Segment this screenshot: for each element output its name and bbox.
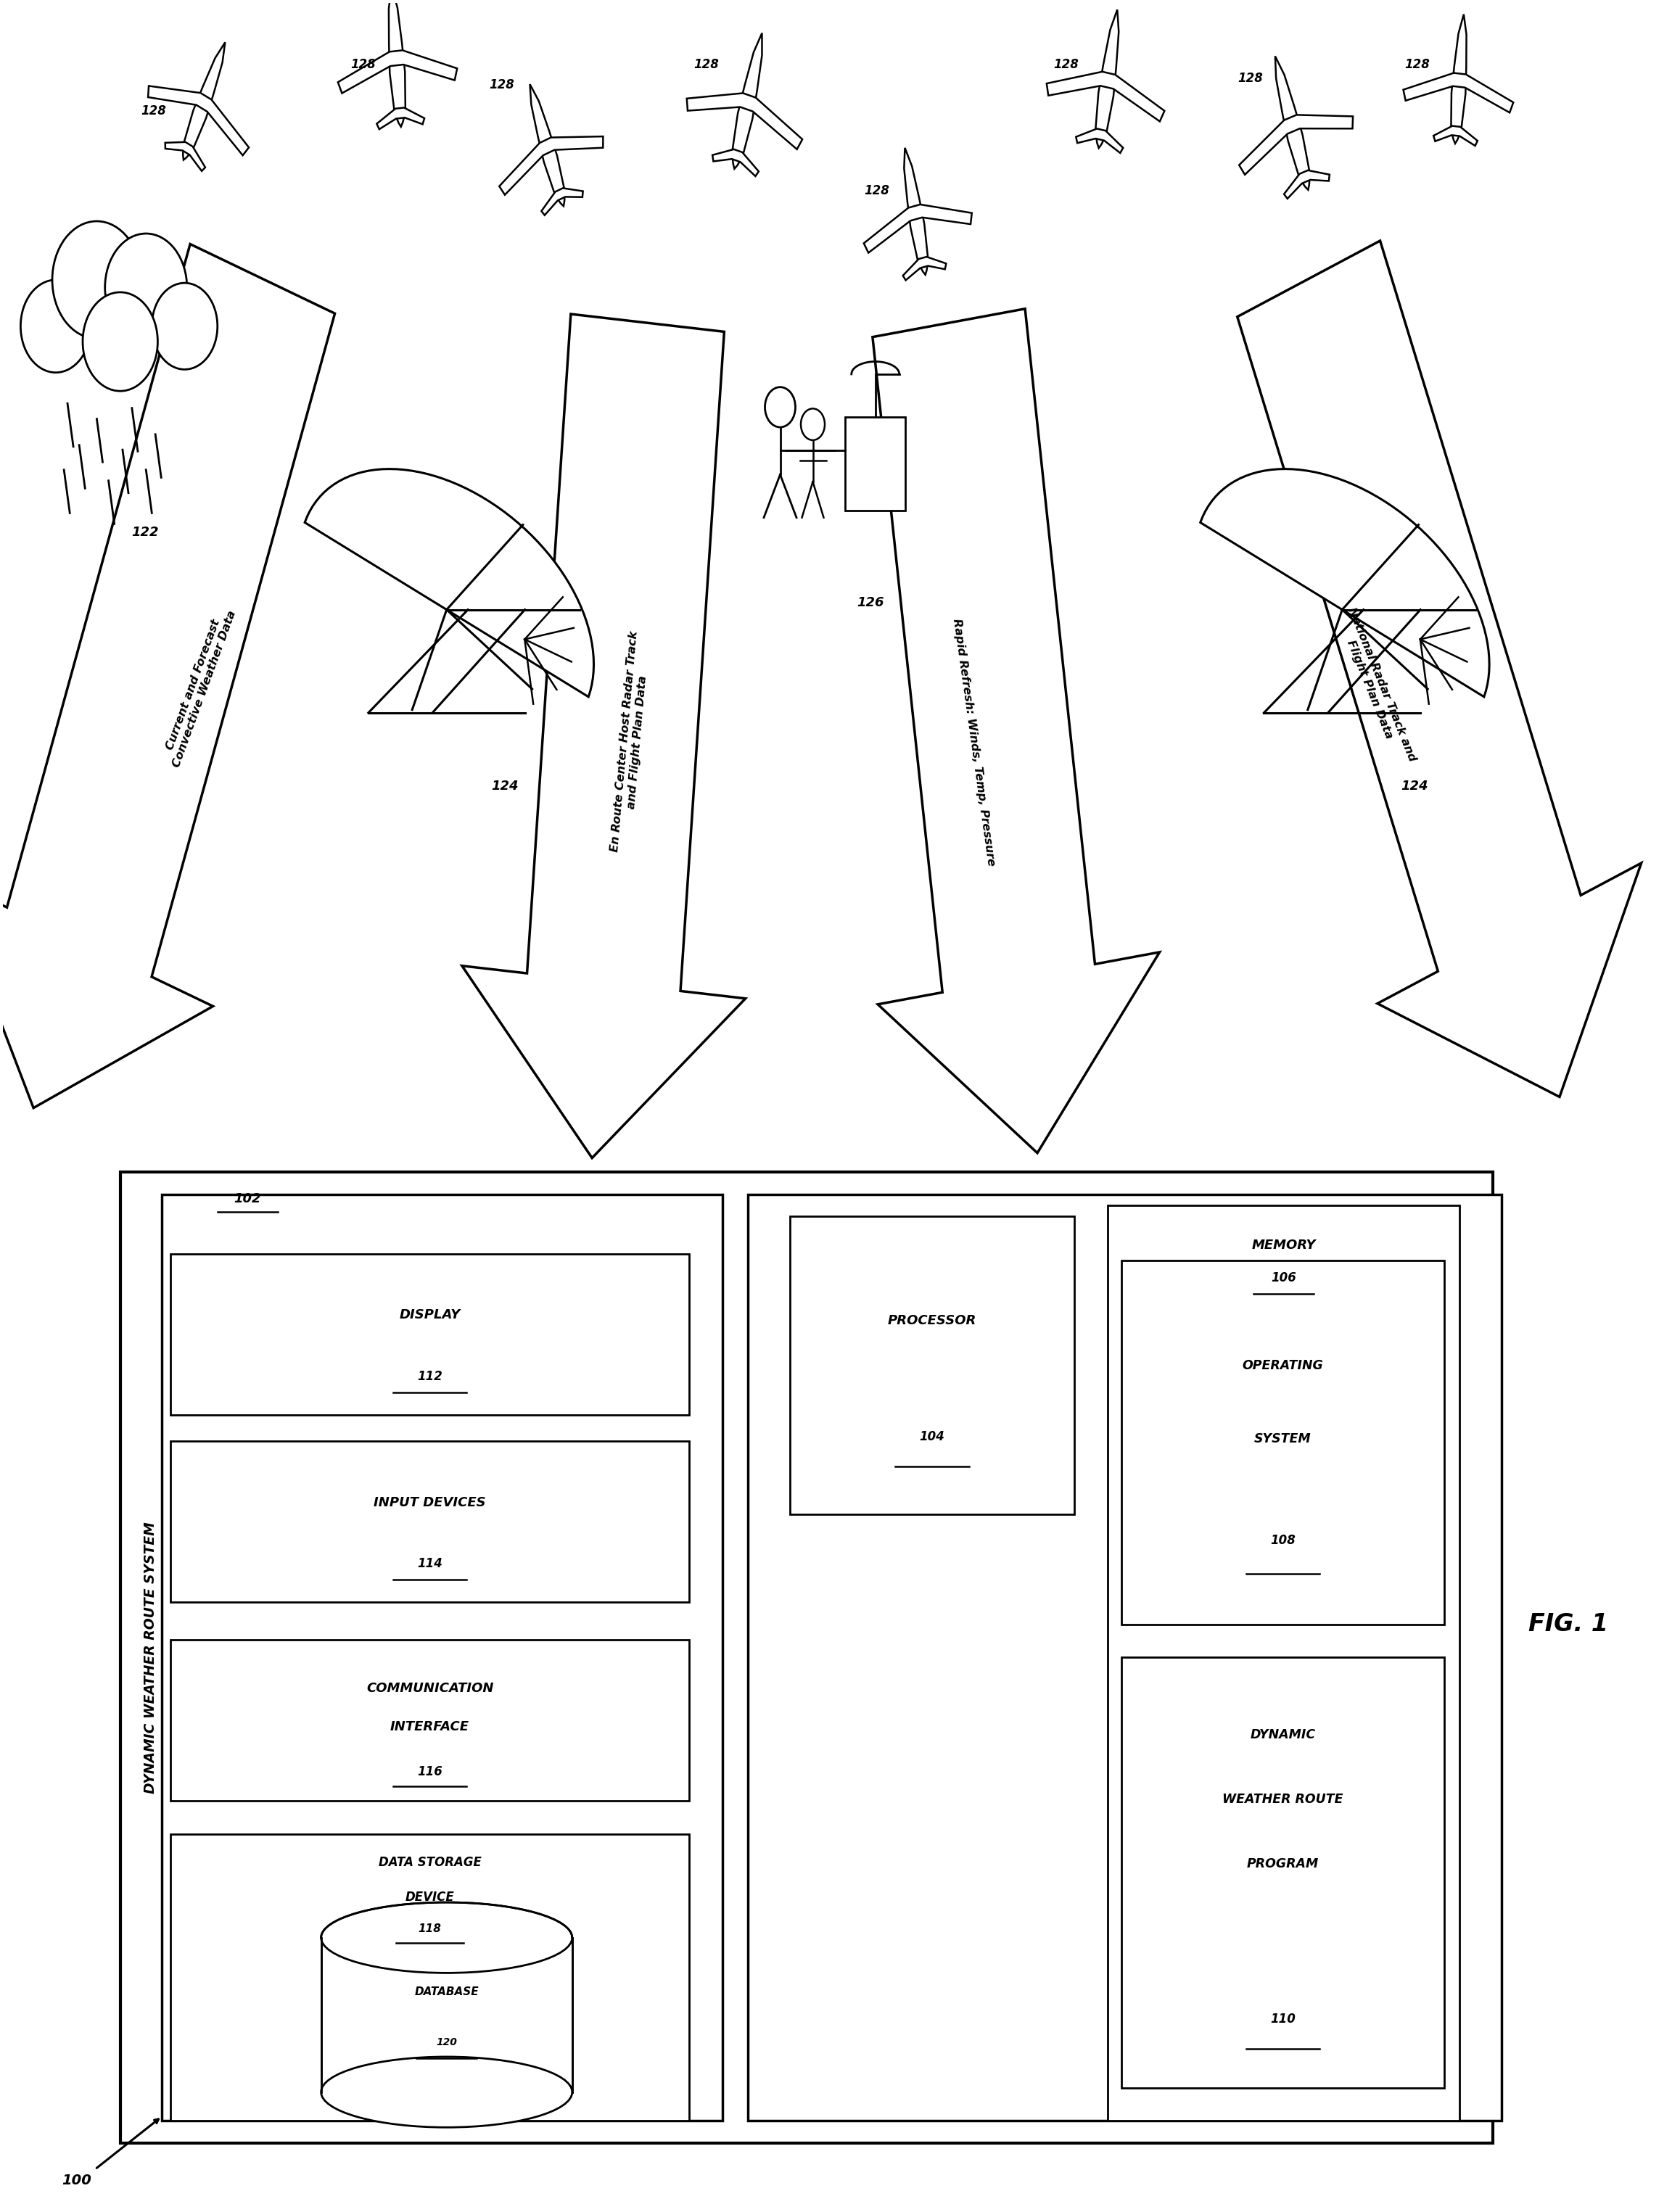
Polygon shape — [148, 86, 249, 155]
Polygon shape — [687, 93, 803, 148]
Bar — [748, 1194, 1502, 2121]
Text: DYNAMIC WEATHER ROUTE SYSTEM: DYNAMIC WEATHER ROUTE SYSTEM — [143, 1522, 158, 1794]
Bar — [170, 1834, 689, 2121]
Text: 128: 128 — [1238, 71, 1263, 84]
Polygon shape — [1433, 126, 1477, 146]
Bar — [1121, 1657, 1445, 2088]
Text: 110: 110 — [1270, 2013, 1295, 2026]
Polygon shape — [388, 0, 405, 126]
Text: 124: 124 — [492, 779, 519, 792]
Text: DATABASE: DATABASE — [415, 1986, 479, 1997]
Bar — [1121, 1261, 1445, 1624]
Polygon shape — [1200, 469, 1490, 697]
Polygon shape — [165, 142, 205, 170]
Text: 128: 128 — [349, 58, 376, 71]
Text: Current and Forecast
Convective Weather Data: Current and Forecast Convective Weather … — [160, 604, 239, 770]
Polygon shape — [304, 469, 593, 697]
Text: 124: 124 — [1401, 779, 1428, 792]
Polygon shape — [864, 204, 971, 252]
Text: PROGRAM: PROGRAM — [1247, 1858, 1319, 1871]
Text: 126: 126 — [857, 597, 884, 611]
Polygon shape — [529, 84, 564, 206]
Polygon shape — [1095, 9, 1119, 148]
Text: En Route Center Host Radar Track
and Flight Plan Data: En Route Center Host Radar Track and Fli… — [610, 630, 652, 854]
Bar — [161, 1194, 722, 2121]
Circle shape — [764, 387, 795, 427]
Polygon shape — [904, 148, 927, 274]
Text: 118: 118 — [418, 1922, 442, 1933]
Text: 128: 128 — [694, 58, 719, 71]
Polygon shape — [1284, 170, 1329, 199]
Text: 114: 114 — [417, 1557, 442, 1571]
Text: INPUT DEVICES: INPUT DEVICES — [373, 1495, 486, 1509]
Bar — [321, 1938, 573, 2093]
Text: FIG. 1: FIG. 1 — [1529, 1613, 1608, 1637]
Bar — [121, 1172, 1494, 2143]
Text: 128: 128 — [141, 104, 166, 117]
Polygon shape — [1452, 13, 1467, 144]
Bar — [170, 1254, 689, 1416]
Polygon shape — [376, 108, 425, 128]
Circle shape — [20, 281, 91, 372]
Text: MEMORY: MEMORY — [1252, 1239, 1315, 1252]
Ellipse shape — [321, 1902, 573, 1973]
Polygon shape — [1075, 128, 1124, 153]
Text: 112: 112 — [417, 1369, 442, 1382]
Circle shape — [82, 292, 158, 392]
Circle shape — [151, 283, 217, 369]
Polygon shape — [1240, 115, 1352, 175]
Text: DYNAMIC: DYNAMIC — [1250, 1728, 1315, 1741]
Polygon shape — [1403, 73, 1514, 113]
Text: 128: 128 — [864, 184, 889, 197]
Text: OPERATING: OPERATING — [1242, 1360, 1324, 1371]
Bar — [845, 418, 906, 511]
Text: WEATHER ROUTE: WEATHER ROUTE — [1223, 1794, 1342, 1805]
Text: 122: 122 — [131, 526, 160, 540]
Polygon shape — [712, 148, 759, 177]
Polygon shape — [0, 243, 334, 1108]
Circle shape — [52, 221, 141, 338]
Polygon shape — [499, 137, 603, 195]
Bar — [170, 1639, 689, 1801]
Bar — [790, 1217, 1074, 1513]
Bar — [321, 1938, 573, 2093]
Text: COMMUNICATION: COMMUNICATION — [366, 1681, 494, 1694]
Polygon shape — [462, 314, 746, 1157]
Text: 128: 128 — [1053, 58, 1079, 71]
Text: 102: 102 — [234, 1192, 260, 1206]
Text: 100: 100 — [62, 2174, 91, 2188]
Text: National Radar Track and
Flight Plan Data: National Radar Track and Flight Plan Dat… — [1334, 606, 1418, 768]
Polygon shape — [732, 33, 763, 168]
Text: 116: 116 — [417, 1765, 442, 1778]
Text: DISPLAY: DISPLAY — [400, 1310, 460, 1321]
Polygon shape — [1236, 241, 1641, 1097]
Polygon shape — [1047, 71, 1164, 122]
Text: DEVICE: DEVICE — [405, 1891, 455, 1905]
Polygon shape — [338, 51, 457, 93]
Text: 108: 108 — [1270, 1535, 1295, 1546]
Text: INTERFACE: INTERFACE — [390, 1721, 469, 1734]
Text: 128: 128 — [1404, 58, 1430, 71]
Polygon shape — [183, 42, 225, 159]
Text: DATA STORAGE: DATA STORAGE — [378, 1856, 482, 1869]
Bar — [1107, 1206, 1460, 2121]
Ellipse shape — [321, 2057, 573, 2128]
Text: Rapid Refresh: Winds, Temp, Pressure: Rapid Refresh: Winds, Temp, Pressure — [951, 617, 996, 867]
Polygon shape — [1275, 55, 1310, 190]
Polygon shape — [902, 257, 946, 281]
Text: 128: 128 — [489, 77, 514, 91]
Circle shape — [801, 409, 825, 440]
Text: 120: 120 — [437, 2037, 457, 2048]
Bar — [170, 1442, 689, 1601]
Text: 106: 106 — [1272, 1272, 1297, 1285]
Circle shape — [104, 234, 186, 341]
Text: 104: 104 — [919, 1431, 944, 1442]
Polygon shape — [541, 188, 583, 215]
Text: SYSTEM: SYSTEM — [1255, 1431, 1312, 1444]
Text: PROCESSOR: PROCESSOR — [887, 1314, 976, 1327]
Polygon shape — [872, 310, 1159, 1152]
